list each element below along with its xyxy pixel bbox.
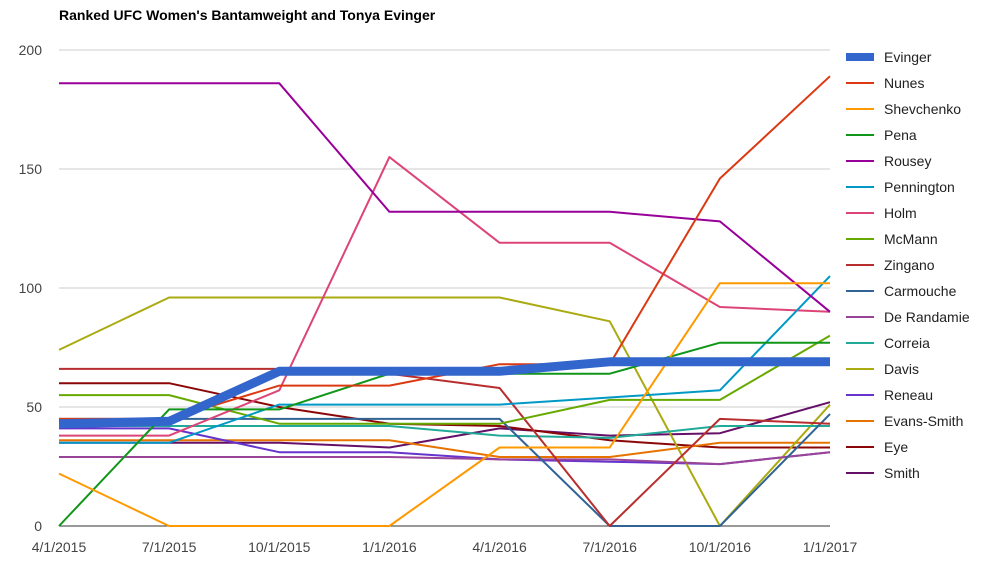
legend-label-davis: Davis <box>884 361 919 377</box>
y-axis-tick-labels: 0 50 100 150 200 <box>19 42 43 534</box>
x-tick-label: 10/1/2016 <box>689 539 751 555</box>
legend-label-evans-smith: Evans-Smith <box>884 413 963 429</box>
series-line-carmouche <box>59 413 831 527</box>
legend-label-pennington: Pennington <box>884 179 955 195</box>
legend-label-rousey: Rousey <box>884 153 931 169</box>
series-line-mcmann <box>59 334 831 425</box>
series-line-eye <box>59 382 830 449</box>
x-tick-label: 7/1/2016 <box>582 539 637 555</box>
y-tick-label: 50 <box>26 399 42 415</box>
x-axis-tick-labels: 4/1/2015 7/1/2015 10/1/2015 1/1/2016 4/1/201… <box>32 539 858 555</box>
y-tick-label: 100 <box>19 280 43 296</box>
legend-label-smith: Smith <box>884 465 920 481</box>
series-line-shevchenko <box>58 282 830 527</box>
legend-label-eye: Eye <box>884 439 908 455</box>
legend-label-nunes: Nunes <box>884 75 924 91</box>
x-tick-label: 4/1/2015 <box>32 539 87 555</box>
legend-label-pena: Pena <box>884 127 917 143</box>
legend-label-evinger: Evinger <box>884 49 932 65</box>
y-tick-label: 0 <box>34 518 42 534</box>
legend-label-shevchenko: Shevchenko <box>884 101 961 117</box>
legend-label-carmouche: Carmouche <box>884 283 957 299</box>
series-line-smith <box>59 401 831 449</box>
x-tick-label: 4/1/2016 <box>472 539 527 555</box>
series-line-rousey <box>59 82 831 313</box>
legend-label-de-randamie: De Randamie <box>884 309 970 325</box>
legend-label-mcmann: McMann <box>884 231 938 247</box>
y-tick-label: 200 <box>19 42 43 58</box>
series-lines <box>58 75 831 527</box>
x-tick-label: 1/1/2017 <box>803 539 858 555</box>
series-line-evans-smith <box>59 439 830 458</box>
x-tick-label: 7/1/2015 <box>142 539 197 555</box>
series-line-de-randamie <box>59 451 831 466</box>
chart-title: Ranked UFC Women's Bantamweight and Tony… <box>59 7 436 23</box>
legend-label-holm: Holm <box>884 205 917 221</box>
gridlines <box>59 49 830 527</box>
y-tick-label: 150 <box>19 161 43 177</box>
series-line-evinger <box>58 357 830 429</box>
legend-label-zingano: Zingano <box>884 257 935 273</box>
series-line-holm <box>59 156 831 437</box>
legend-label-reneau: Reneau <box>884 387 933 403</box>
legend-label-correia: Correia <box>884 335 930 351</box>
x-tick-label: 1/1/2016 <box>362 539 417 555</box>
series-line-zingano <box>59 367 831 527</box>
legend: Evinger Nunes Shevchenko Pena Rousey Penningt… <box>846 49 970 481</box>
series-line-davis <box>58 296 831 527</box>
series-line-pennington <box>59 275 831 444</box>
series-line-correia <box>59 425 830 439</box>
x-tick-label: 10/1/2015 <box>248 539 310 555</box>
